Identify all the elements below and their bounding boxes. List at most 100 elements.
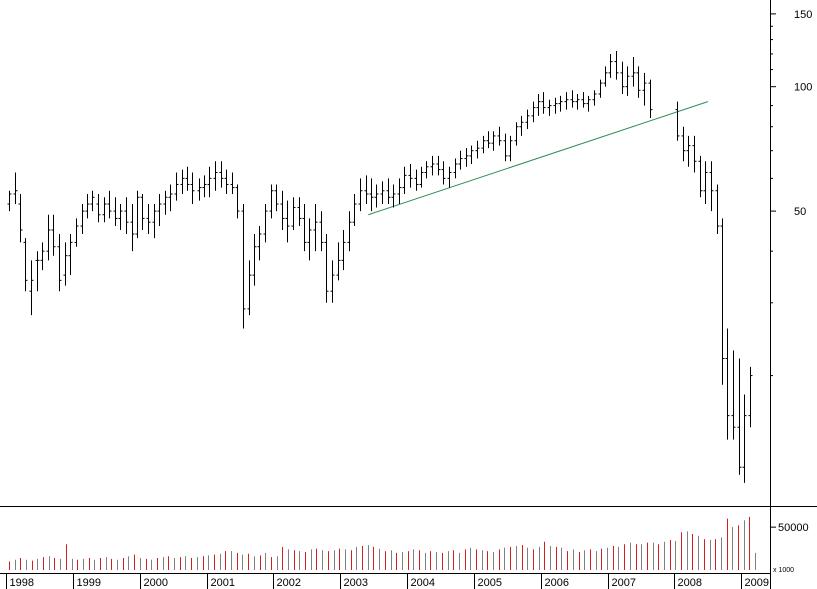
ohlc-bar <box>157 193 162 227</box>
ohlc-bar <box>185 166 190 191</box>
ohlc-bar <box>285 200 290 243</box>
ohlc-bar <box>263 204 268 243</box>
ohlc-bar <box>720 218 725 385</box>
ohlc-bar <box>603 66 608 87</box>
ohlc-bar <box>291 197 296 231</box>
ohlc-bar <box>40 242 45 271</box>
ohlc-bar <box>564 92 569 110</box>
ohlc-bar <box>29 260 34 316</box>
ohlc-bar <box>352 193 357 227</box>
ohlc-bar <box>247 260 252 316</box>
ohlc-bar <box>414 169 419 191</box>
volume-bars <box>9 516 756 570</box>
ohlc-bar <box>374 184 379 208</box>
ohlc-bar <box>475 140 480 159</box>
year-label: 2004 <box>411 577 435 589</box>
ohlc-bar <box>519 115 524 136</box>
ohlc-bar <box>541 92 546 114</box>
ohlc-bar <box>124 197 129 235</box>
ohlc-bar <box>642 72 647 106</box>
ohlc-bar <box>620 61 625 94</box>
ohlc-bar <box>358 178 363 212</box>
year-label: 1999 <box>77 577 101 589</box>
ohlc-bar <box>213 161 218 191</box>
ohlc-bar <box>508 135 513 162</box>
ohlc-bar <box>74 218 79 247</box>
year-label: 2005 <box>478 577 502 589</box>
ohlc-bar <box>347 211 352 252</box>
ohlc-bar <box>7 190 12 212</box>
ohlc-bar <box>553 97 558 114</box>
ohlc-bar <box>135 190 140 239</box>
ohlc-bar <box>625 66 630 96</box>
ohlc-bar <box>586 95 591 112</box>
price-tick-label: 150 <box>794 9 812 21</box>
ohlc-bar <box>219 161 224 188</box>
ohlc-bar <box>636 66 641 98</box>
ohlc-bar <box>113 197 118 227</box>
ohlc-bar <box>324 234 329 303</box>
ohlc-bar <box>224 169 229 194</box>
ohlc-bar <box>241 204 246 329</box>
year-label: 2009 <box>745 577 769 589</box>
volume-unit-label: x 1000 <box>773 567 794 574</box>
ohlc-bar <box>648 79 653 118</box>
ohlc-bar <box>297 197 302 227</box>
ohlc-bar <box>380 181 385 205</box>
ohlc-bar <box>481 135 486 154</box>
ohlc-bar <box>491 131 496 151</box>
year-label: 1998 <box>10 577 34 589</box>
ohlc-bar <box>503 133 508 162</box>
ohlc-bar <box>748 366 753 428</box>
ohlc-bar <box>13 172 18 205</box>
ohlc-bar <box>330 260 335 303</box>
ohlc-bar <box>274 184 279 212</box>
year-label: 2002 <box>277 577 301 589</box>
price-y-ticks: 50 100 150 <box>770 9 812 377</box>
ohlc-bar <box>391 184 396 208</box>
ohlc-bar <box>737 358 742 475</box>
ohlc-bar <box>307 218 312 261</box>
ohlc-bar <box>698 155 703 198</box>
ohlc-bar <box>681 126 686 162</box>
ohlc-bar <box>46 214 51 261</box>
ohlc-bar <box>202 175 207 198</box>
ohlc-bar <box>692 135 697 173</box>
ohlc-bar <box>35 251 40 292</box>
ohlc-bar <box>402 166 407 194</box>
ohlc-bar <box>68 234 73 276</box>
trendline <box>368 101 709 216</box>
ohlc-bar <box>336 242 341 281</box>
ohlc-bar <box>319 211 324 252</box>
ohlc-bar <box>441 161 446 185</box>
ohlc-bar <box>408 163 413 188</box>
ohlc-bar <box>257 226 262 261</box>
ohlc-bar <box>469 145 474 164</box>
ohlc-bar <box>235 184 240 219</box>
ohlc-bar <box>107 190 112 219</box>
ohlc-bar <box>581 92 586 108</box>
ohlc-bar <box>575 93 580 110</box>
ohlc-bar <box>486 131 491 149</box>
ohlc-bar <box>85 193 90 219</box>
ohlc-bar <box>197 178 202 201</box>
ohlc-bar <box>57 234 62 292</box>
year-label: 2001 <box>211 577 235 589</box>
ohlc-bar <box>631 56 636 87</box>
ohlc-bar <box>514 122 519 146</box>
year-label: 2003 <box>344 577 368 589</box>
year-label: 2008 <box>678 577 702 589</box>
ohlc-bar <box>130 204 135 252</box>
ohlc-bar <box>703 161 708 205</box>
ohlc-bar <box>614 50 619 80</box>
ohlc-bar <box>592 90 597 106</box>
ohlc-bar <box>497 126 502 146</box>
ohlc-bar <box>364 175 369 205</box>
ohlc-bar <box>709 161 714 212</box>
price-tick-label: 100 <box>794 82 812 94</box>
ohlc-bar <box>168 184 173 212</box>
ohlc-bar <box>146 204 151 235</box>
year-label: 2006 <box>545 577 569 589</box>
ohlc-bar <box>369 178 374 212</box>
